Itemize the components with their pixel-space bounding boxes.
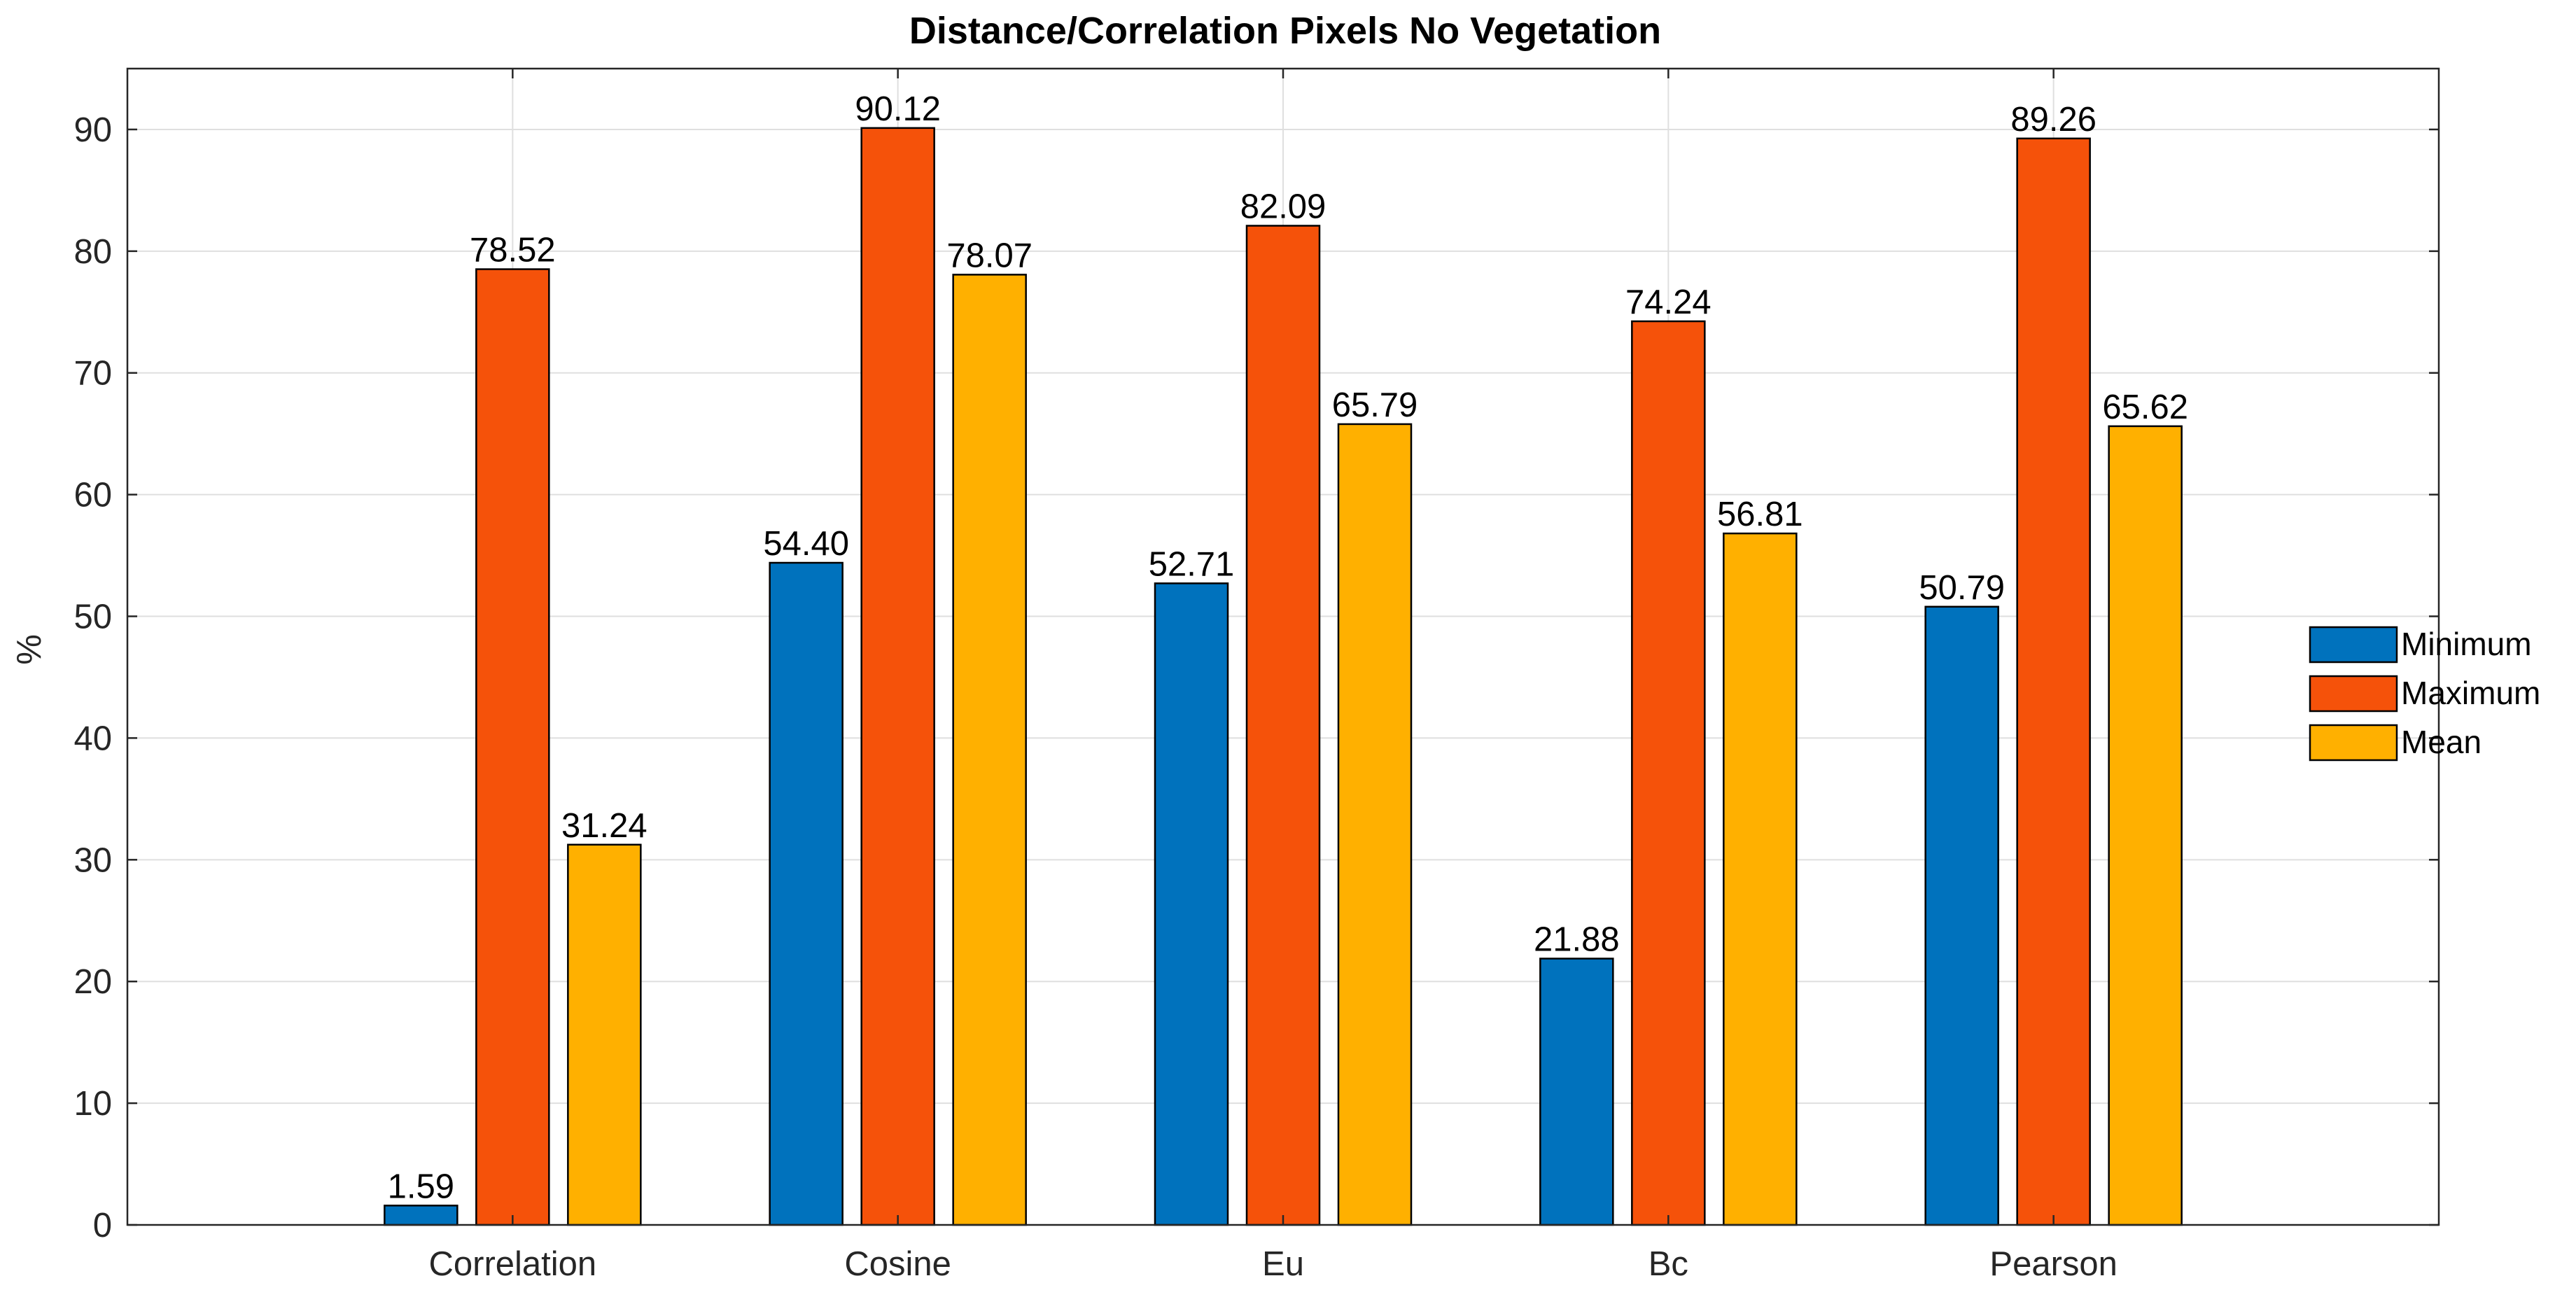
bar-mean-correlation [567, 843, 642, 1226]
bar-maximum-correlation [475, 268, 550, 1226]
chart-title: Distance/Correlation Pixels No Vegetatio… [909, 10, 1661, 52]
bar-mean-bc [1723, 532, 1798, 1226]
legend-label-mean: Mean [2401, 724, 2482, 760]
y-tick-label: 10 [74, 1085, 112, 1123]
legend-swatch-minimum [2309, 626, 2398, 664]
legend-label-maximum: Maximum [2401, 675, 2540, 711]
y-tick-label: 0 [93, 1207, 112, 1245]
x-tick-label: Eu [1262, 1245, 1304, 1283]
bar-minimum-cosine [769, 561, 844, 1226]
data-label: 1.59 [388, 1168, 454, 1205]
x-tick-label: Pearson [1989, 1245, 2118, 1283]
data-label: 82.09 [1240, 188, 1326, 225]
data-label: 50.79 [1919, 569, 2005, 607]
legend-label-minimum: Minimum [2401, 626, 2532, 662]
data-label: 65.62 [2102, 388, 2188, 426]
bar-mean-pearson [2108, 425, 2183, 1226]
y-tick-label: 40 [74, 720, 112, 757]
data-label: 89.26 [2010, 101, 2096, 139]
bar-maximum-cosine [860, 127, 935, 1226]
bar-maximum-bc [1631, 320, 1706, 1226]
data-label: 54.40 [763, 525, 849, 563]
y-axis-label: % [10, 634, 48, 665]
data-label: 74.24 [1625, 283, 1712, 321]
axes-layer: 0 10 20 30 40 50 60 70 80 90 Correlation Cosine Eu Bc… [74, 67, 2440, 1283]
y-tick-label: 70 [74, 355, 112, 393]
data-label: 56.81 [1717, 496, 1803, 533]
x-tick-label: Cosine [844, 1245, 951, 1283]
data-label: 78.52 [470, 232, 556, 269]
bars-layer [384, 127, 2183, 1226]
legend-swatch-mean [2309, 724, 2398, 762]
data-label: 52.71 [1149, 545, 1235, 583]
bar-minimum-bc [1539, 958, 1614, 1226]
data-label: 65.79 [1332, 386, 1418, 424]
bar-mean-eu [1337, 423, 1413, 1226]
y-tick-label: 30 [74, 841, 112, 879]
x-tick-label: Correlation [428, 1245, 596, 1283]
legend: Minimum Maximum Mean [2309, 626, 2540, 762]
data-label: 90.12 [855, 90, 941, 128]
x-tick-label: Bc [1648, 1245, 1688, 1283]
y-tick-label: 20 [74, 963, 112, 1001]
bar-minimum-pearson [1924, 605, 1999, 1226]
data-label: 31.24 [561, 807, 648, 845]
bar-minimum-correlation [384, 1205, 458, 1226]
bar-maximum-eu [1245, 225, 1321, 1226]
plot-area-border [126, 67, 2440, 1226]
bar-mean-cosine [952, 274, 1027, 1226]
bar-minimum-eu [1154, 582, 1229, 1226]
legend-swatch-maximum [2309, 675, 2398, 713]
data-labels-layer: 1.59 54.40 52.71 21.88 50.79 78.52 90.12 82.09 7… [388, 90, 2188, 1205]
bar-maximum-pearson [2016, 137, 2091, 1226]
data-label: 78.07 [946, 237, 1032, 274]
y-tick-label: 60 [74, 477, 112, 514]
y-tick-label: 90 [74, 111, 112, 149]
data-label: 21.88 [1534, 921, 1620, 959]
y-tick-label: 50 [74, 598, 112, 636]
y-tick-label: 80 [74, 233, 112, 271]
